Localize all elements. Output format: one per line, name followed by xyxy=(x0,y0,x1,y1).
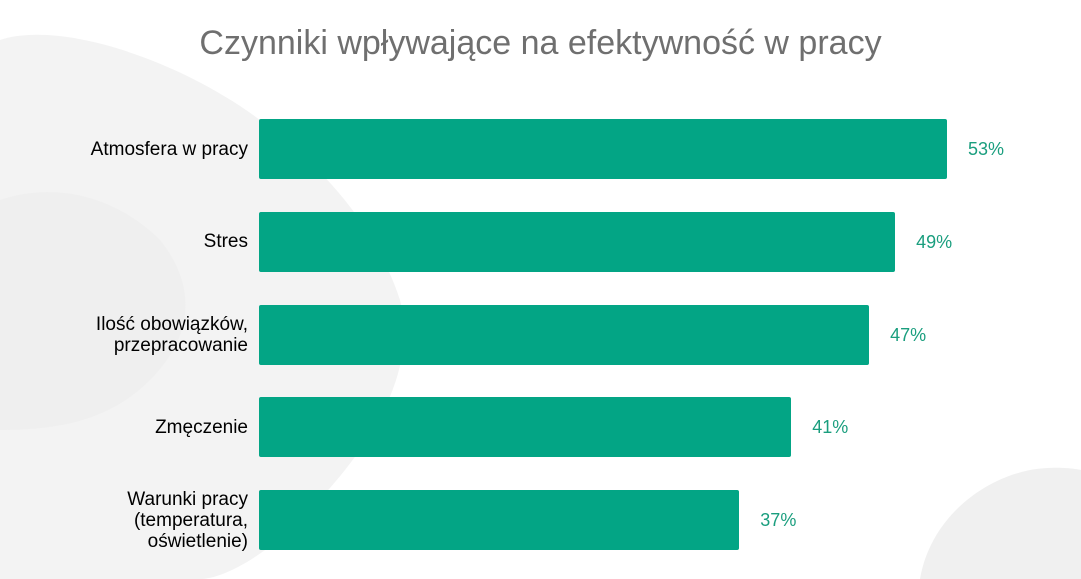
background-blob-left-inner xyxy=(0,192,186,430)
bar-warunki-pracy xyxy=(259,490,740,550)
bar-stres xyxy=(259,211,896,272)
chart-title: Czynniki wpływające na efektywność w pra… xyxy=(199,24,882,62)
value-label-zmeczenie: 41% xyxy=(812,417,849,438)
category-label-warunki-pracy: Warunki pracy (temperatura, oświetlenie) xyxy=(127,488,248,552)
category-label-stres: Stres xyxy=(203,231,248,253)
category-label-zmeczenie: Zmęczenie xyxy=(155,416,248,438)
bar-zmeczenie xyxy=(259,397,792,458)
value-label-ilosc-obowiazkow: 47% xyxy=(890,324,927,345)
value-label-atmosfera: 53% xyxy=(968,139,1005,159)
value-label-stres: 49% xyxy=(916,231,953,252)
bar-ilosc-obowiazkow xyxy=(259,304,870,365)
category-label-atmosfera: Atmosfera w pracy xyxy=(90,138,248,160)
value-label-warunki-pracy: 37% xyxy=(760,510,797,530)
bar-atmosfera xyxy=(259,119,947,179)
category-label-ilosc-obowiazkow: Ilość obowiązków, przepracowanie xyxy=(95,313,248,356)
background-blob-right xyxy=(920,467,1081,579)
